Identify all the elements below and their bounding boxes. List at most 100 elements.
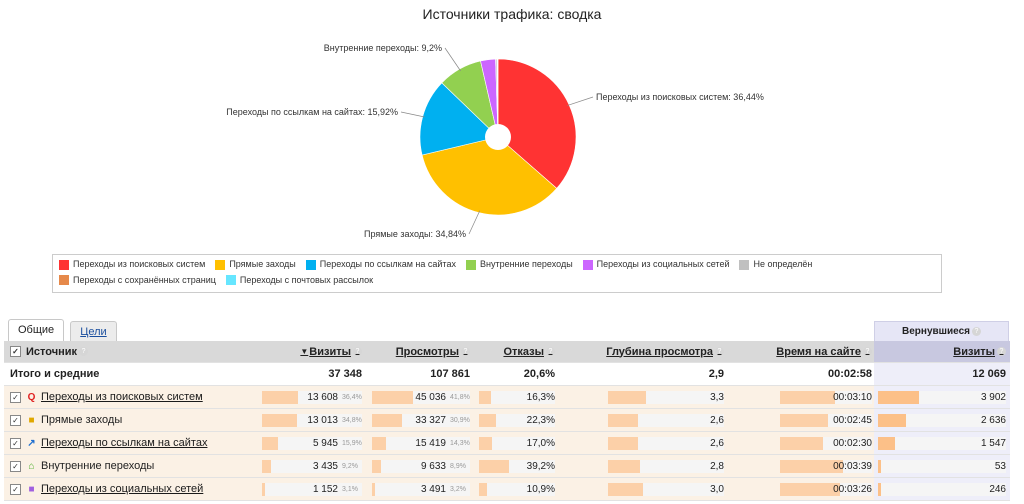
returning-visits-cell: 2 636 (874, 409, 1010, 431)
ret-bar: 53 (878, 460, 1006, 473)
views-bar: 33 327 30,9% (372, 414, 470, 427)
time-column-header[interactable]: Время на сайте? (776, 341, 876, 362)
bounces-column-header[interactable]: Отказы? (475, 341, 559, 362)
totals-bounces: 20,6% (523, 368, 555, 380)
source-link[interactable]: Переходы из поисковых систем (41, 391, 203, 403)
social-icon: ■ (28, 483, 35, 495)
bounces-value: 39,2% (526, 461, 555, 472)
legend-item[interactable]: Внутренние переходы (465, 258, 573, 271)
ret-bar: 2 636 (878, 414, 1006, 427)
views-column-header[interactable]: Просмотры? (368, 341, 474, 362)
sources-table: ✓ Источник? ▼ Визиты? Просмотры? Отказы? … (4, 341, 1010, 501)
legend-item[interactable]: Переходы с почтовых рассылок (225, 274, 373, 287)
visits-cell: 13 013 34,8% (258, 409, 366, 431)
legend-swatch (215, 259, 226, 270)
tab-goals[interactable]: Цели (70, 321, 117, 342)
depth-value: 2,8 (710, 461, 724, 472)
views-cell: 9 633 8,9% (368, 455, 474, 477)
callout-line (400, 111, 425, 118)
ret-bar: 1 547 (878, 437, 1006, 450)
returning-visits-cell: 3 902 (874, 386, 1010, 408)
table-row: ✓ ⌂ Внутренние переходы 3 435 9,2% 9 633… (4, 455, 1010, 478)
source-cell: ✓ ⌂ Внутренние переходы (4, 455, 254, 477)
legend-item[interactable]: Переходы из поисковых систем (59, 258, 205, 271)
source-link[interactable]: Переходы из социальных сетей (41, 483, 204, 495)
depth-column-header[interactable]: Глубина просмотра? (604, 341, 728, 362)
help-icon[interactable]: ? (461, 347, 470, 356)
legend-item[interactable]: Прямые заходы (215, 258, 296, 271)
row-checkbox[interactable]: ✓ (10, 391, 21, 403)
row-checkbox[interactable]: ✓ (10, 483, 21, 495)
time-header-label: Время на сайте (776, 345, 861, 358)
ret-bar: 246 (878, 483, 1006, 496)
bounces-bar: 22,3% (479, 414, 555, 427)
time-cell: 00:03:10 (776, 386, 876, 408)
views-header-label: Просмотры (395, 345, 459, 358)
bounces-cell: 22,3% (475, 409, 559, 431)
visits-value: 1 152 (312, 484, 338, 495)
time-bar: 00:02:30 (780, 437, 872, 450)
legend-label: Прямые заходы (229, 259, 296, 269)
ret-value: 53 (994, 461, 1006, 472)
time-cell: 00:02:30 (776, 432, 876, 454)
legend-item[interactable]: Не определён (739, 258, 812, 271)
source-link[interactable]: Переходы по ссылкам на сайтах (41, 437, 208, 449)
visits-value: 3 435 (312, 461, 338, 472)
row-checkbox[interactable]: ✓ (10, 460, 21, 472)
depth-bar: 2,8 (608, 460, 724, 473)
help-icon[interactable]: ? (715, 347, 724, 356)
legend-swatch (582, 259, 593, 270)
ret-value: 2 636 (980, 415, 1006, 426)
depth-cell: 2,6 (604, 432, 728, 454)
visits-column-header[interactable]: ▼ Визиты? (258, 341, 366, 362)
ret-bar: 3 902 (878, 391, 1006, 404)
visits-bar: 1 152 3,1% (262, 483, 362, 496)
legend-swatch (465, 259, 476, 270)
help-icon[interactable]: ? (79, 347, 89, 356)
depth-bar: 3,3 (608, 391, 724, 404)
link-icon: ↗ (27, 437, 36, 449)
bounces-bar: 16,3% (479, 391, 555, 404)
slice-callout-label: Прямые заходы: 34,84% (364, 229, 466, 239)
home-icon: ⌂ (28, 460, 35, 472)
row-checkbox[interactable]: ✓ (10, 414, 21, 426)
legend-item[interactable]: Переходы с сохранённых страниц (59, 274, 216, 287)
time-value: 00:02:45 (833, 415, 872, 426)
legend-item[interactable]: Переходы по ссылкам на сайтах (305, 258, 456, 271)
help-icon[interactable]: ? (863, 347, 872, 356)
help-icon[interactable]: ? (546, 347, 555, 356)
legend-item[interactable]: Переходы из социальных сетей (582, 258, 729, 271)
source-header-label: Источник (26, 345, 78, 358)
totals-views: 107 861 (430, 368, 470, 380)
select-all-checkbox[interactable]: ✓ (10, 346, 21, 357)
time-cell: 00:02:45 (776, 409, 876, 431)
depth-value: 3,0 (710, 484, 724, 495)
views-value: 15 419 (415, 438, 446, 449)
bounces-value: 22,3% (526, 415, 555, 426)
help-icon[interactable]: ? (971, 326, 981, 336)
returning-visits-column-header[interactable]: Визиты? (874, 341, 1010, 362)
views-percent: 14,3% (450, 440, 470, 447)
row-checkbox[interactable]: ✓ (10, 437, 21, 449)
time-cell: 00:03:26 (776, 478, 876, 500)
time-bar: 00:02:45 (780, 414, 872, 427)
tabs: Общие Цели (8, 319, 120, 342)
help-icon[interactable]: ? (353, 347, 362, 356)
time-bar: 00:03:10 (780, 391, 872, 404)
time-cell: 00:03:39 (776, 455, 876, 477)
source-name: Внутренние переходы (41, 460, 155, 472)
bounces-header-label: Отказы (503, 345, 544, 358)
pie-slice[interactable] (421, 136, 558, 216)
help-icon[interactable]: ? (997, 347, 1006, 356)
source-cell: ✓ ■ Прямые заходы (4, 409, 254, 431)
depth-cell: 3,3 (604, 386, 728, 408)
tab-general[interactable]: Общие (8, 319, 65, 342)
returning-visits-cell: 246 (874, 478, 1010, 500)
legend-swatch (59, 275, 69, 285)
ret-value: 246 (989, 484, 1006, 495)
ret-value: 3 902 (980, 392, 1006, 403)
legend-swatch (305, 259, 316, 270)
legend-label: Не определён (753, 259, 813, 269)
depth-cell: 2,8 (604, 455, 728, 477)
chart-legend: Переходы из поисковых систем Прямые заход… (52, 254, 942, 293)
